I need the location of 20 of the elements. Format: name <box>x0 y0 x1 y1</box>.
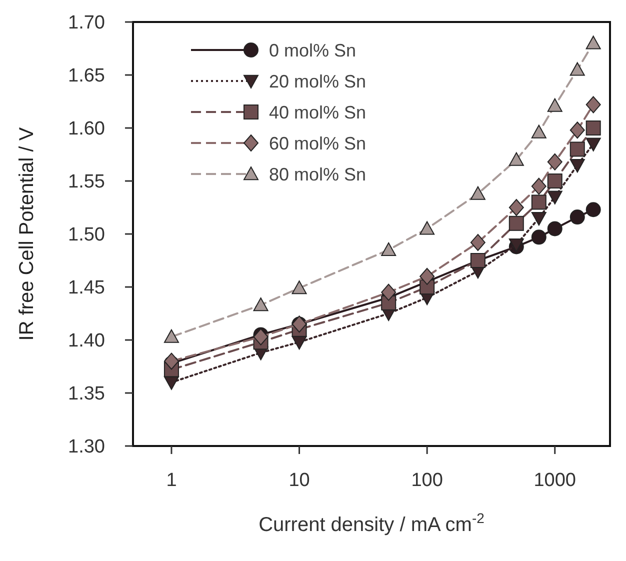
x-tick-label: 1 <box>166 470 177 491</box>
y-tick-label: 1.65 <box>68 66 105 87</box>
y-tick-label: 1.60 <box>68 118 105 140</box>
y-tick-label: 1.45 <box>68 278 105 299</box>
x-tick-label: 10 <box>288 470 310 491</box>
legend-label: 80 mol% Sn <box>269 164 366 184</box>
y-tick-label: 1.40 <box>68 330 105 352</box>
legend-label: 40 mol% Sn <box>269 102 366 122</box>
y-tick-label: 1.30 <box>68 436 105 458</box>
x-tick-label: 1000 <box>534 470 576 491</box>
legend-label: 60 mol% Sn <box>269 133 366 154</box>
legend-label: 0 mol% Sn <box>269 40 356 60</box>
y-tick-label: 1.55 <box>68 172 105 193</box>
y-axis-title: IR free Cell Potential / V <box>16 126 38 341</box>
y-tick-label: 1.50 <box>68 224 105 246</box>
y-tick-label: 1.35 <box>68 384 105 405</box>
x-tick-label: 100 <box>411 470 443 491</box>
y-tick-label: 1.70 <box>68 12 105 34</box>
legend-label: 20 mol% Sn <box>269 71 366 92</box>
x-axis-title: Current density / mA cm$^{-2}$ <box>258 510 485 536</box>
